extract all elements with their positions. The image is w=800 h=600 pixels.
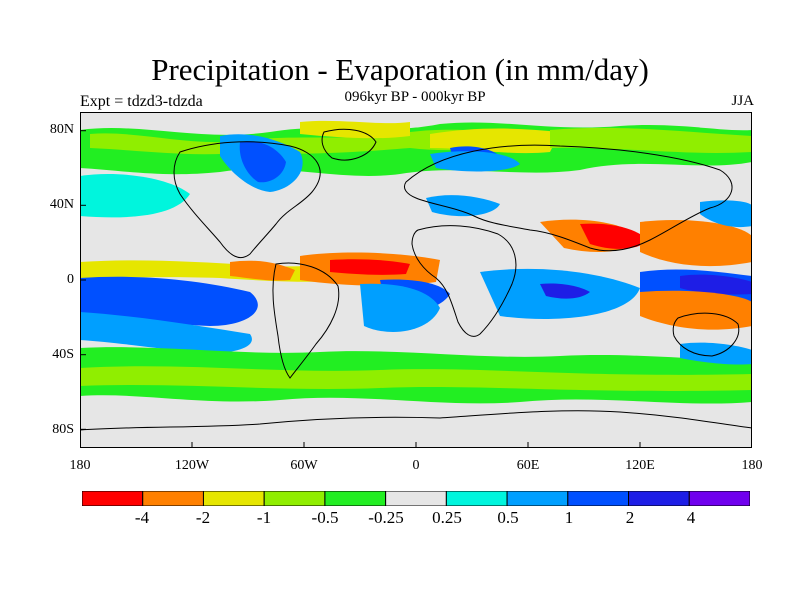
- field-indo-orange: [640, 290, 752, 330]
- field-spac-lightblue: [80, 312, 252, 354]
- colorbar-swatch: [82, 491, 144, 506]
- coastline-africa: [411, 225, 517, 337]
- lat-label-80s: 80S: [52, 422, 74, 437]
- field-wpac-orange: [640, 219, 752, 267]
- colorbar-swatch: [688, 491, 750, 506]
- colorbar-label: 0.25: [432, 508, 462, 527]
- experiment-label: Expt = tdzd3-tdzda: [80, 93, 203, 110]
- lon-label-0: 0: [412, 458, 420, 473]
- lon-label-120e: 120E: [625, 458, 655, 473]
- colorbar-swatch: [628, 491, 690, 506]
- field-spac-blue: [80, 276, 258, 326]
- coastlines: [80, 128, 752, 431]
- field-arctic-yellow: [300, 120, 410, 139]
- coastline-antarctica: [80, 410, 752, 431]
- map-ticks: [80, 130, 641, 448]
- season-label: JJA: [731, 93, 754, 109]
- colorbar-swatch: [324, 491, 387, 506]
- field-europe-blue: [426, 195, 500, 217]
- field-io-red: [580, 223, 648, 249]
- colorbar-swatch: [567, 491, 630, 506]
- lat-label-40n: 40N: [49, 197, 74, 212]
- colorbar-swatch: [202, 491, 265, 506]
- colorbar-label: -1: [256, 508, 272, 527]
- precip-field: [80, 120, 752, 404]
- colorbar-label: 2: [625, 508, 635, 527]
- colorbar-label: -0.25: [368, 508, 404, 527]
- lat-label-40s: 40S: [52, 347, 74, 362]
- map-title: Precipitation - Evaporation (in mm/day): [151, 52, 649, 87]
- lat-label-80n: 80N: [49, 122, 74, 137]
- field-npac-cyan: [80, 174, 190, 218]
- colorbar-label: 1: [564, 508, 574, 527]
- colorbar-swatch: [142, 491, 204, 506]
- lon-label-120w: 120W: [174, 458, 210, 473]
- field-south-lime: [80, 366, 752, 391]
- lon-label-180w: 180: [69, 458, 91, 473]
- field-wpac-purple: [680, 274, 752, 295]
- colorbar-label: -0.5: [311, 508, 339, 527]
- colorbar-swatch: [385, 491, 447, 506]
- coastline-south-america: [272, 262, 340, 379]
- lat-label-0: 0: [67, 272, 74, 287]
- lon-label-60w: 60W: [290, 458, 318, 473]
- field-trop-pac-red: [230, 260, 295, 281]
- coastline-north-america: [173, 141, 321, 258]
- field-south-blue: [680, 342, 752, 365]
- coastline-greenland: [321, 128, 377, 161]
- p-minus-e-map: [80, 112, 752, 448]
- colorbar-label: 0.5: [497, 508, 519, 527]
- colorbar-label: -4: [134, 508, 150, 527]
- colorbar-label: -2: [195, 508, 211, 527]
- colorbar-swatch: [445, 491, 508, 506]
- colorbar-swatch: [263, 491, 326, 506]
- field-satl-lightblue: [360, 283, 440, 332]
- coastline-eurasia: [403, 144, 733, 252]
- field-io-purple: [540, 283, 590, 299]
- field-trop-atl-red-core: [330, 259, 410, 275]
- lon-label-60e: 60E: [516, 458, 540, 473]
- colorbar-swatch: [506, 491, 569, 506]
- coastline-australia: [672, 312, 740, 357]
- lon-label-180e: 180: [741, 458, 763, 473]
- map-subtitle: 096kyr BP - 000kyr BP: [344, 89, 486, 105]
- field-canada-dark: [239, 141, 286, 183]
- colorbar-label: 4: [686, 508, 696, 527]
- field-siberia-lime: [550, 127, 752, 153]
- colorbar: [82, 491, 750, 506]
